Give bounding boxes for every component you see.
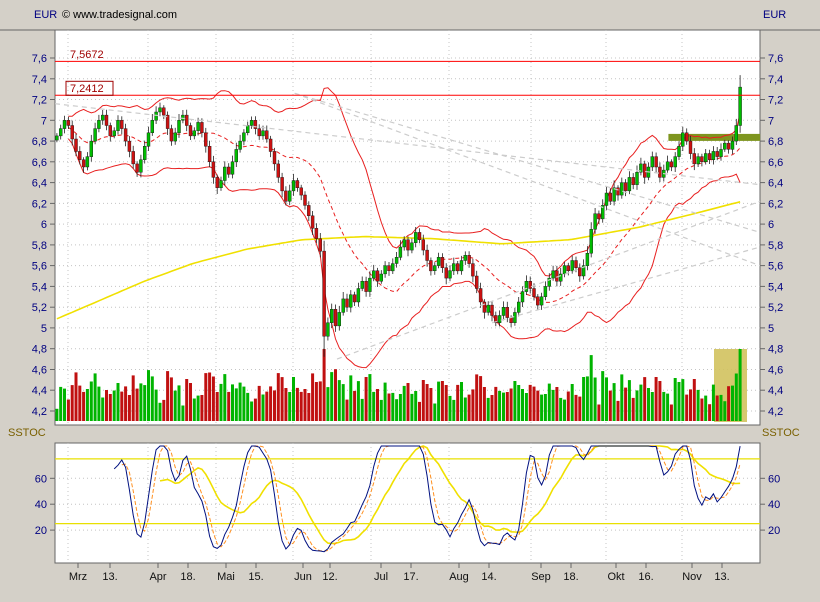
yellow-ma-layer <box>56 201 741 320</box>
svg-text:Jul: Jul <box>374 571 388 583</box>
trendlines-layer <box>54 92 761 360</box>
svg-text:17.: 17. <box>403 571 418 583</box>
svg-text:12.: 12. <box>322 571 337 583</box>
svg-text:5,8: 5,8 <box>32 240 47 252</box>
svg-text:13.: 13. <box>714 571 729 583</box>
levels-layer: 7,5672 7,2412 <box>55 49 760 96</box>
candles-layer <box>55 75 742 357</box>
svg-text:13.: 13. <box>102 571 117 583</box>
svg-text:20: 20 <box>768 525 780 537</box>
svg-text:Mrz: Mrz <box>69 571 87 583</box>
svg-text:7,6: 7,6 <box>768 53 783 65</box>
svg-text:15.: 15. <box>248 571 263 583</box>
svg-text:18.: 18. <box>180 571 195 583</box>
svg-text:Apr: Apr <box>149 571 166 583</box>
svg-text:4,4: 4,4 <box>32 385 47 397</box>
svg-text:7: 7 <box>41 115 47 127</box>
svg-text:Nov: Nov <box>682 571 702 583</box>
svg-text:4,8: 4,8 <box>32 344 47 356</box>
svg-text:60: 60 <box>35 473 47 485</box>
svg-text:16.: 16. <box>638 571 653 583</box>
svg-text:7,2412: 7,2412 <box>70 83 104 95</box>
svg-text:6,8: 6,8 <box>32 136 47 148</box>
volume-layer <box>55 349 742 421</box>
svg-text:60: 60 <box>768 473 780 485</box>
svg-text:40: 40 <box>768 499 780 511</box>
svg-text:5,6: 5,6 <box>32 261 47 273</box>
svg-text:7,4: 7,4 <box>768 74 783 86</box>
svg-text:7,2: 7,2 <box>32 95 47 107</box>
svg-text:5,4: 5,4 <box>32 281 47 293</box>
svg-text:Okt: Okt <box>607 571 624 583</box>
svg-text:6: 6 <box>41 219 47 231</box>
svg-text:4,8: 4,8 <box>768 344 783 356</box>
svg-text:Aug: Aug <box>449 571 469 583</box>
svg-text:Sep: Sep <box>531 571 551 583</box>
currency-label-left: EUR <box>34 9 58 21</box>
svg-text:7: 7 <box>768 115 774 127</box>
frame-layer <box>0 29 820 564</box>
stochastic-layer <box>55 445 760 553</box>
axis-labels-layer: 7,6 7,6 7,4 7,4 7,2 7,2 7 7 6,8 6,8 6,6 6,6 6,4 6,4 6,… <box>32 53 784 583</box>
svg-text:5: 5 <box>41 323 47 335</box>
svg-text:6,6: 6,6 <box>32 157 47 169</box>
svg-text:6,4: 6,4 <box>32 178 47 190</box>
svg-text:Jun: Jun <box>294 571 312 583</box>
svg-text:6,2: 6,2 <box>32 198 47 210</box>
svg-text:6,6: 6,6 <box>768 157 783 169</box>
svg-text:5,8: 5,8 <box>768 240 783 252</box>
svg-text:5,2: 5,2 <box>768 302 783 314</box>
svg-text:7,2: 7,2 <box>768 95 783 107</box>
svg-text:6: 6 <box>768 219 774 231</box>
svg-text:Mai: Mai <box>217 571 235 583</box>
svg-text:7,6: 7,6 <box>32 53 47 65</box>
svg-text:4,6: 4,6 <box>32 365 47 377</box>
volume-highlight-box <box>714 349 747 422</box>
grid-layer <box>50 30 765 568</box>
svg-text:5: 5 <box>768 323 774 335</box>
indicator-label-right: SSTOC <box>762 427 800 439</box>
svg-text:4,6: 4,6 <box>768 365 783 377</box>
svg-text:6,8: 6,8 <box>768 136 783 148</box>
svg-text:4,4: 4,4 <box>768 385 783 397</box>
svg-text:20: 20 <box>35 525 47 537</box>
svg-text:6,4: 6,4 <box>768 178 783 190</box>
svg-text:4,2: 4,2 <box>768 406 783 418</box>
svg-text:7,5672: 7,5672 <box>70 49 104 61</box>
indicator-label-left: SSTOC <box>8 427 46 439</box>
svg-text:18.: 18. <box>563 571 578 583</box>
svg-text:4,2: 4,2 <box>32 406 47 418</box>
svg-text:14.: 14. <box>481 571 496 583</box>
svg-text:5,2: 5,2 <box>32 302 47 314</box>
svg-text:5,4: 5,4 <box>768 281 783 293</box>
svg-text:6,2: 6,2 <box>768 198 783 210</box>
svg-text:5,6: 5,6 <box>768 261 783 273</box>
svg-text:7,4: 7,4 <box>32 74 47 86</box>
svg-text:40: 40 <box>35 499 47 511</box>
currency-label-right: EUR <box>763 9 787 21</box>
copyright-text: © www.tradesignal.com <box>62 9 178 21</box>
